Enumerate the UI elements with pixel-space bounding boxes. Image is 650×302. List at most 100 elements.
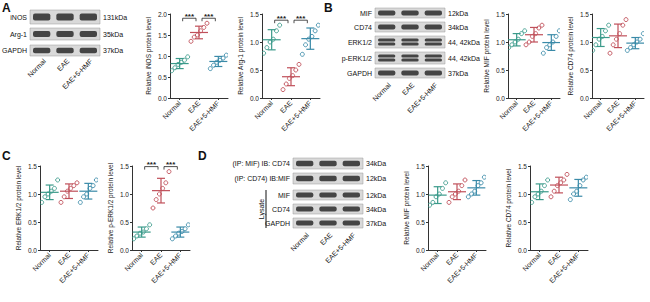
svg-text:0.5: 0.5	[496, 67, 505, 74]
svg-text:EAE+5-HMF: EAE+5-HMF	[188, 100, 221, 133]
svg-text:0.5: 0.5	[518, 219, 527, 226]
svg-text:0.5: 0.5	[580, 67, 589, 74]
svg-text:iNOS: iNOS	[10, 14, 27, 21]
svg-text:CD74: CD74	[272, 206, 290, 213]
svg-text:1.0: 1.0	[518, 191, 527, 198]
svg-text:34kDa: 34kDa	[366, 206, 386, 213]
svg-text:Relative MIF protein level: Relative MIF protein level	[403, 171, 411, 245]
svg-text:EAE+5-HMF: EAE+5-HMF	[150, 252, 183, 285]
svg-text:(IP: CD74) IB:MIF: (IP: CD74) IB:MIF	[234, 175, 290, 183]
svg-text:0.5: 0.5	[28, 219, 37, 226]
svg-text:GAPDH: GAPDH	[265, 220, 290, 227]
svg-text:37kDa: 37kDa	[103, 47, 123, 54]
svg-text:EAE: EAE	[547, 251, 562, 266]
svg-text:0.0: 0.0	[416, 247, 425, 254]
svg-text:EAE: EAE	[319, 231, 334, 246]
svg-text:12kDa: 12kDa	[366, 192, 386, 199]
svg-text:Normal: Normal	[289, 231, 310, 252]
svg-text:EAE+5-HMF: EAE+5-HMF	[446, 252, 479, 285]
svg-text:EAE+5-HMF: EAE+5-HMF	[605, 100, 638, 133]
svg-text:***: ***	[147, 160, 157, 169]
svg-text:***: ***	[277, 14, 287, 23]
svg-text:2.0: 2.0	[158, 11, 167, 18]
svg-text:EAE: EAE	[522, 99, 537, 114]
svg-text:Arg-1: Arg-1	[10, 31, 27, 39]
svg-text:1.0: 1.0	[580, 39, 589, 46]
svg-text:EAE: EAE	[445, 251, 460, 266]
svg-text:12kDa: 12kDa	[366, 175, 386, 182]
svg-text:0.5: 0.5	[120, 219, 129, 226]
svg-text:ERK1/2: ERK1/2	[348, 39, 372, 46]
svg-text:***: ***	[204, 12, 214, 21]
svg-text:131kDa: 131kDa	[103, 14, 127, 21]
svg-text:44, 42kDa: 44, 42kDa	[448, 39, 480, 46]
svg-text:***: ***	[296, 14, 306, 23]
svg-text:(IP: MIF) IB: CD74: (IP: MIF) IB: CD74	[232, 160, 290, 168]
svg-text:0.0: 0.0	[120, 247, 129, 254]
svg-text:Normal: Normal	[161, 99, 182, 120]
svg-text:1.0: 1.0	[120, 191, 129, 198]
svg-text:Normal: Normal	[371, 81, 392, 102]
svg-text:1.5: 1.5	[158, 32, 167, 39]
svg-text:EAE+5-HMF: EAE+5-HMF	[548, 252, 581, 285]
svg-text:EAE: EAE	[56, 57, 71, 72]
svg-text:0.5: 0.5	[416, 219, 425, 226]
svg-text:1.0: 1.0	[28, 191, 37, 198]
svg-text:1.5: 1.5	[496, 11, 505, 18]
svg-text:EAE+5-HMF: EAE+5-HMF	[58, 252, 91, 285]
svg-text:Relative CD74 protein level: Relative CD74 protein level	[567, 16, 575, 95]
svg-text:p-ERK1/2: p-ERK1/2	[342, 55, 372, 63]
svg-text:Normal: Normal	[521, 251, 542, 272]
svg-text:1.5: 1.5	[580, 11, 589, 18]
svg-text:Relative p-ERK1/2 protein leve: Relative p-ERK1/2 protein level	[107, 162, 115, 253]
svg-text:B: B	[324, 1, 333, 15]
svg-text:1.5: 1.5	[28, 163, 37, 170]
svg-text:0.0: 0.0	[158, 95, 167, 102]
svg-text:Normal: Normal	[123, 251, 144, 272]
svg-text:1.0: 1.0	[496, 39, 505, 46]
svg-text:Normal: Normal	[26, 57, 47, 78]
svg-text:44, 42kDa: 44, 42kDa	[448, 55, 480, 62]
svg-text:1.0: 1.0	[250, 39, 259, 46]
svg-text:1.0: 1.0	[158, 53, 167, 60]
svg-text:***: ***	[185, 12, 195, 21]
svg-text:Relative MIF protein level: Relative MIF protein level	[483, 19, 491, 93]
svg-text:0.0: 0.0	[250, 95, 259, 102]
svg-text:0.5: 0.5	[250, 67, 259, 74]
svg-text:0.0: 0.0	[518, 247, 527, 254]
svg-text:GAPDH: GAPDH	[347, 70, 372, 77]
svg-text:1.5: 1.5	[416, 163, 425, 170]
svg-text:Normal: Normal	[498, 99, 519, 120]
svg-text:Relative iNOS protein level: Relative iNOS protein level	[145, 17, 153, 95]
svg-text:Relative Arg-1 protein level: Relative Arg-1 protein level	[237, 17, 245, 95]
svg-text:37kDa: 37kDa	[448, 70, 468, 77]
svg-text:Normal: Normal	[31, 251, 52, 272]
svg-text:EAE+5-HMF: EAE+5-HMF	[61, 58, 94, 91]
svg-text:CD74: CD74	[354, 24, 372, 31]
svg-text:EAE+5-HMF: EAE+5-HMF	[324, 232, 357, 265]
svg-text:EAE: EAE	[279, 99, 294, 114]
svg-text:1.0: 1.0	[416, 191, 425, 198]
svg-text:37kDa: 37kDa	[366, 220, 386, 227]
svg-text:1.5: 1.5	[250, 11, 259, 18]
svg-text:0.0: 0.0	[580, 95, 589, 102]
svg-text:Lysate: Lysate	[258, 199, 266, 219]
svg-text:EAE: EAE	[149, 251, 164, 266]
svg-text:MIF: MIF	[278, 192, 290, 199]
svg-text:Relative ERK1/2 protein level: Relative ERK1/2 protein level	[15, 165, 23, 250]
svg-text:Normal: Normal	[419, 251, 440, 272]
svg-text:Normal: Normal	[582, 99, 603, 120]
svg-text:EAE: EAE	[187, 99, 202, 114]
svg-text:C: C	[2, 149, 11, 163]
svg-text:D: D	[198, 149, 207, 163]
svg-text:EAE: EAE	[606, 99, 621, 114]
svg-text:MIF: MIF	[360, 10, 372, 17]
svg-text:***: ***	[166, 160, 176, 169]
svg-text:0.5: 0.5	[158, 74, 167, 81]
svg-text:EAE+5-HMF: EAE+5-HMF	[280, 100, 313, 133]
svg-text:1.5: 1.5	[518, 163, 527, 170]
svg-text:0.0: 0.0	[496, 95, 505, 102]
svg-text:Relative CD74 protein level: Relative CD74 protein level	[505, 168, 513, 247]
svg-text:EAE: EAE	[401, 81, 416, 96]
svg-text:0.0: 0.0	[28, 247, 37, 254]
